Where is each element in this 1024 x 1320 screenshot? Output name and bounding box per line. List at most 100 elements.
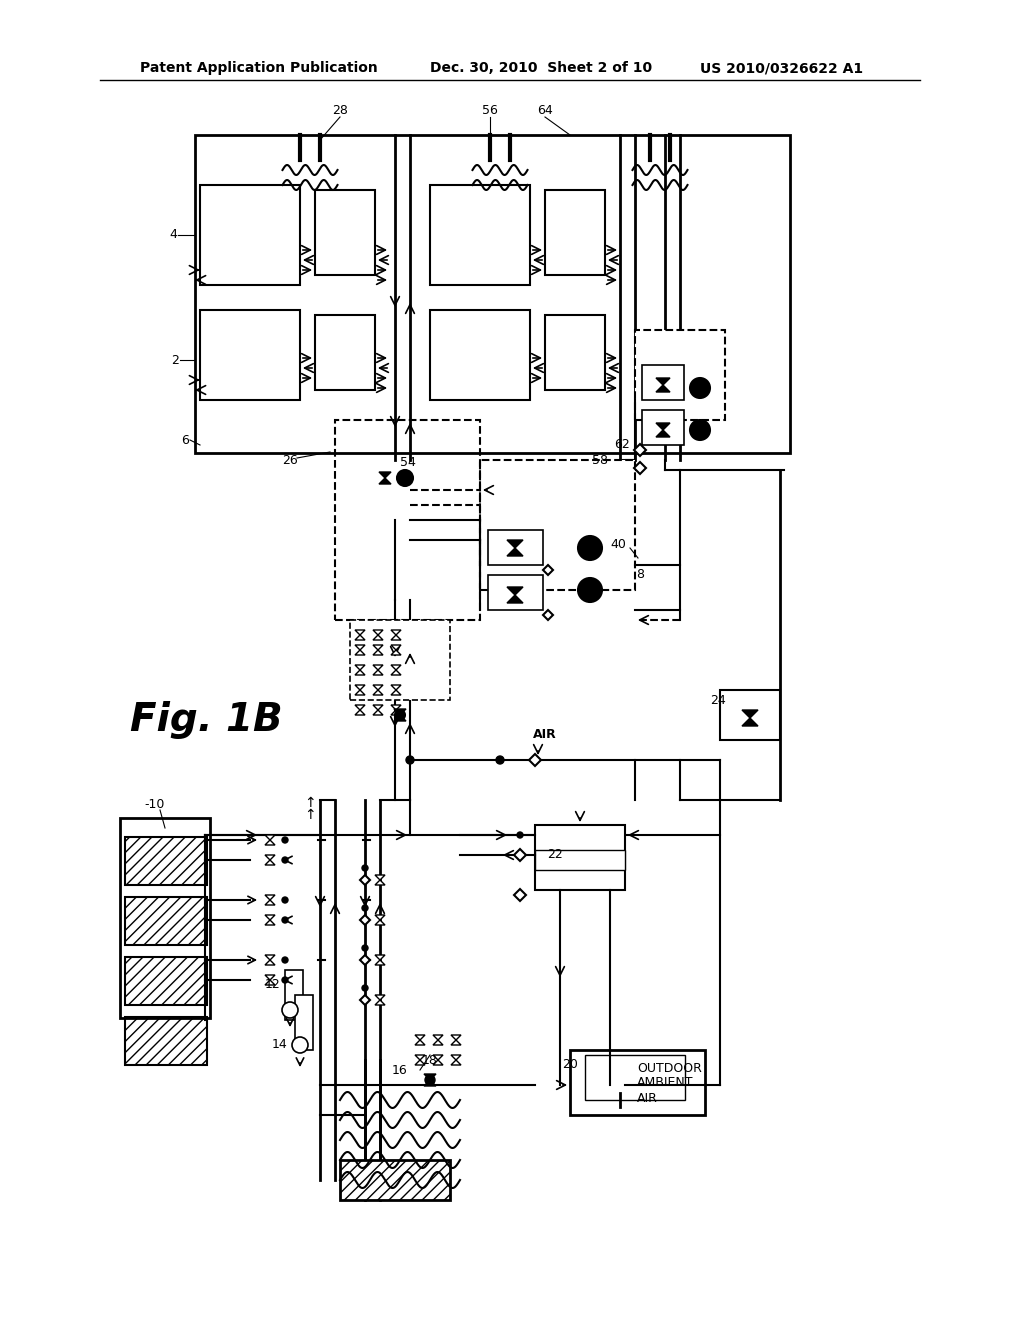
Polygon shape — [514, 888, 526, 902]
Text: 28: 28 — [332, 103, 348, 116]
Polygon shape — [265, 954, 275, 965]
Text: AIR: AIR — [534, 729, 557, 742]
Text: 64: 64 — [538, 103, 553, 116]
Polygon shape — [391, 685, 401, 696]
Bar — [642, 411, 684, 445]
Bar — [430, 185, 530, 285]
Bar — [125, 837, 207, 884]
Circle shape — [282, 857, 288, 863]
Polygon shape — [379, 473, 391, 484]
Circle shape — [517, 832, 523, 838]
Circle shape — [282, 977, 288, 983]
Bar — [340, 1160, 450, 1200]
Polygon shape — [543, 610, 553, 620]
Circle shape — [282, 898, 288, 903]
Bar — [315, 190, 375, 275]
Text: 2: 2 — [171, 354, 179, 367]
Polygon shape — [373, 685, 383, 696]
Text: ↑: ↑ — [304, 808, 315, 822]
Polygon shape — [742, 710, 758, 726]
Polygon shape — [424, 1074, 436, 1086]
Polygon shape — [360, 915, 370, 925]
Circle shape — [496, 756, 504, 764]
Polygon shape — [375, 954, 385, 965]
Bar — [570, 1049, 705, 1115]
Circle shape — [690, 378, 710, 399]
Polygon shape — [394, 709, 406, 721]
Circle shape — [690, 420, 710, 440]
Polygon shape — [529, 754, 541, 766]
Polygon shape — [634, 444, 646, 455]
Polygon shape — [451, 1055, 461, 1065]
Bar — [535, 825, 625, 890]
Text: 54: 54 — [400, 455, 416, 469]
Polygon shape — [355, 685, 365, 696]
Polygon shape — [373, 645, 383, 655]
Polygon shape — [433, 1055, 443, 1065]
Polygon shape — [391, 665, 401, 675]
Bar — [200, 310, 300, 400]
Polygon shape — [415, 1035, 425, 1045]
Polygon shape — [391, 705, 401, 715]
Circle shape — [362, 945, 368, 950]
Polygon shape — [360, 995, 370, 1005]
Polygon shape — [451, 1035, 461, 1045]
Circle shape — [282, 917, 288, 923]
Bar — [125, 1016, 207, 1065]
Text: AMBIENT: AMBIENT — [637, 1077, 693, 1089]
Circle shape — [292, 1038, 308, 1053]
Text: 26: 26 — [283, 454, 298, 466]
Text: 58: 58 — [592, 454, 608, 466]
Text: Patent Application Publication: Patent Application Publication — [140, 61, 378, 75]
Circle shape — [282, 1002, 298, 1018]
Polygon shape — [415, 1055, 425, 1065]
Circle shape — [362, 985, 368, 991]
Text: Fig. 1B: Fig. 1B — [130, 701, 283, 739]
Text: 24: 24 — [710, 693, 726, 706]
Text: 14: 14 — [272, 1039, 288, 1052]
Polygon shape — [355, 705, 365, 715]
Circle shape — [406, 756, 414, 764]
Bar — [635, 330, 725, 420]
Text: 6: 6 — [181, 433, 189, 446]
Bar — [120, 818, 210, 1018]
Text: US 2010/0326622 A1: US 2010/0326622 A1 — [700, 61, 863, 75]
Bar — [535, 850, 625, 870]
Text: 40: 40 — [610, 539, 626, 552]
Polygon shape — [265, 915, 275, 925]
Polygon shape — [373, 705, 383, 715]
Text: 20: 20 — [562, 1059, 578, 1072]
Bar — [125, 957, 207, 1005]
Text: Dec. 30, 2010  Sheet 2 of 10: Dec. 30, 2010 Sheet 2 of 10 — [430, 61, 652, 75]
Circle shape — [282, 837, 288, 843]
Polygon shape — [265, 836, 275, 845]
Polygon shape — [360, 954, 370, 965]
Polygon shape — [373, 665, 383, 675]
Circle shape — [362, 865, 368, 871]
Text: 18: 18 — [422, 1053, 438, 1067]
Bar — [200, 185, 300, 285]
Circle shape — [397, 470, 413, 486]
Text: OUTDOOR: OUTDOOR — [637, 1061, 701, 1074]
Polygon shape — [514, 849, 526, 861]
Polygon shape — [507, 540, 523, 556]
Polygon shape — [634, 462, 646, 474]
Text: 16: 16 — [392, 1064, 408, 1077]
Polygon shape — [375, 915, 385, 925]
Polygon shape — [391, 630, 401, 640]
Bar — [430, 310, 530, 400]
Text: ↑: ↑ — [304, 796, 315, 810]
Text: -10: -10 — [144, 799, 165, 812]
Polygon shape — [265, 855, 275, 865]
Text: AIR: AIR — [637, 1092, 657, 1105]
Text: 4: 4 — [169, 228, 177, 242]
Polygon shape — [265, 975, 275, 985]
Text: 12: 12 — [265, 978, 281, 991]
Circle shape — [362, 906, 368, 911]
Polygon shape — [375, 875, 385, 884]
Polygon shape — [433, 1035, 443, 1045]
Bar — [545, 190, 605, 275]
Text: 22: 22 — [547, 849, 563, 862]
Polygon shape — [265, 895, 275, 906]
Polygon shape — [355, 665, 365, 675]
